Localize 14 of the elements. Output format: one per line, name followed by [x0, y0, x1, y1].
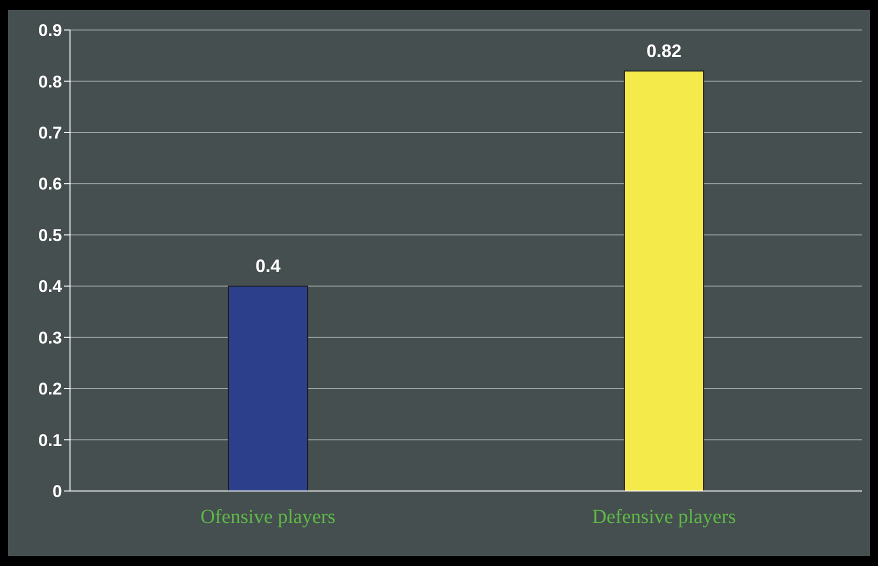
data-label: 0.82 [646, 40, 682, 61]
y-tick-label: 0.5 [38, 226, 62, 245]
data-label: 0.4 [255, 256, 281, 276]
y-tick-label: 0.4 [38, 277, 63, 296]
x-tick-label: Ofensive players [200, 506, 336, 528]
y-tick-label: 0.2 [38, 380, 62, 399]
y-tick-label: 0.1 [38, 430, 62, 450]
y-tick-label: 0.6 [38, 174, 62, 194]
y-tick-label: 0 [52, 482, 62, 502]
y-tick-label: 0.8 [38, 72, 62, 92]
y-tick-label: 0.3 [38, 328, 62, 348]
x-tick-label: Defensive players [592, 506, 736, 528]
y-tick-label: 0.9 [38, 21, 62, 40]
y-tick-label: 0.7 [38, 123, 62, 142]
